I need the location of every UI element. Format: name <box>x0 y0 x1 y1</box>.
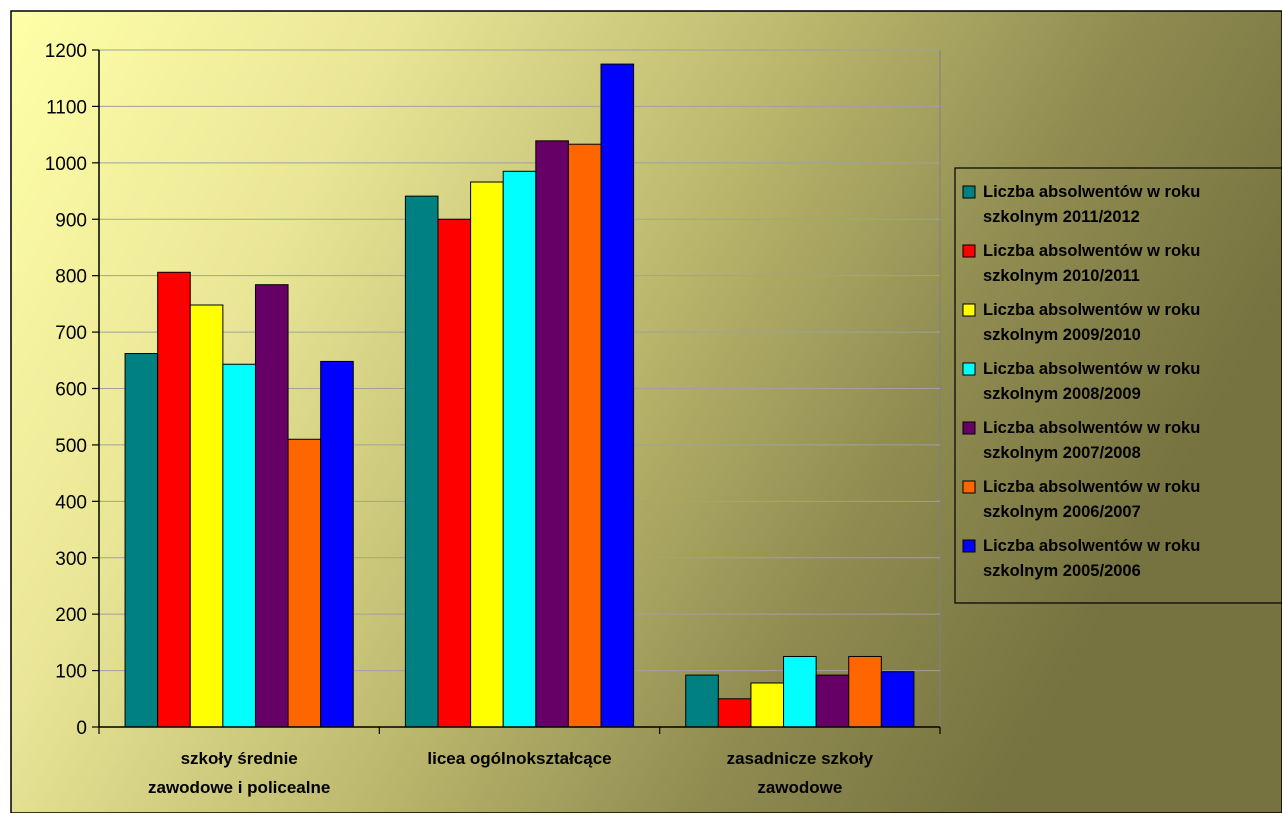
bar <box>222 363 256 728</box>
legend-entry-label: szkolnym 2005/2006 <box>983 562 1141 580</box>
x-category-label: zawodowe <box>757 778 842 797</box>
bar <box>783 655 817 728</box>
legend-border <box>954 167 1282 604</box>
legend-entry-label: Liczba absolwentów w roku <box>983 478 1200 496</box>
y-tick-label: 500 <box>55 436 87 457</box>
bar <box>750 682 785 728</box>
bar <box>502 170 537 728</box>
bar <box>437 218 472 728</box>
legend-swatch <box>962 244 976 258</box>
legend-swatch <box>962 539 976 553</box>
legend-entry-label: Liczba absolwentów w roku <box>983 183 1200 201</box>
bar <box>535 140 569 728</box>
legend-entry-label: szkolnym 2006/2007 <box>983 503 1141 521</box>
y-tick-label: 100 <box>55 662 87 683</box>
bar <box>815 674 850 728</box>
legend-entry-label: Liczba absolwentów w roku <box>983 242 1200 260</box>
y-tick-label: 1100 <box>46 97 87 118</box>
y-tick-label: 400 <box>55 492 87 513</box>
bar <box>717 698 752 728</box>
y-axis-tick-labels: 0 100 200 300 400 500 600 700 800 900 1000 1100 1200 <box>45 41 87 739</box>
bar <box>320 360 354 728</box>
x-axis-category-labels: szkoły średnie zawodowe i policealne licea… <box>148 749 874 797</box>
bar <box>470 181 504 728</box>
legend-swatch <box>962 303 976 317</box>
axes <box>92 49 941 734</box>
bar <box>685 674 719 728</box>
y-tick-label: 900 <box>55 210 87 231</box>
legend-entry-label: szkolnym 2009/2010 <box>983 326 1141 344</box>
legend-entry-label: szkolnym 2010/2011 <box>983 267 1140 285</box>
x-category-label: zawodowe i policealne <box>148 778 330 797</box>
bar <box>189 304 224 728</box>
bar <box>567 143 602 728</box>
bar <box>880 671 915 728</box>
bar <box>124 353 159 728</box>
bars <box>124 63 915 728</box>
x-category-label: zasadnicze szkoły <box>727 749 874 768</box>
legend-entry-label: Liczba absolwentów w roku <box>983 419 1200 437</box>
bar <box>157 271 191 728</box>
y-tick-label: 1000 <box>45 154 87 175</box>
y-tick-label: 700 <box>55 323 87 344</box>
y-tick-label: 200 <box>55 605 87 626</box>
legend-entry-label: Liczba absolwentów w roku <box>983 301 1200 319</box>
legend-swatch <box>962 362 976 376</box>
bar <box>848 655 882 728</box>
legend-swatch <box>962 421 976 435</box>
bar <box>287 438 322 728</box>
legend: Liczba absolwentów w roku szkolnym 2011/2… <box>954 167 1282 604</box>
legend-entry-label: Liczba absolwentów w roku <box>983 537 1200 555</box>
x-category-label: licea ogólnokształcące <box>427 749 611 768</box>
legend-entry-label: szkolnym 2011/2012 <box>983 208 1140 226</box>
y-tick-label: 600 <box>55 380 87 401</box>
bar <box>600 63 635 728</box>
legend-entry-label: szkolnym 2008/2009 <box>983 385 1141 403</box>
legend-swatch <box>962 480 976 494</box>
y-tick-label: 300 <box>55 549 87 570</box>
legend-swatch <box>962 185 976 199</box>
legend-entry-label: Liczba absolwentów w roku <box>983 360 1200 378</box>
bar <box>254 284 289 728</box>
y-tick-label: 0 <box>76 718 87 739</box>
legend-entry-label: szkolnym 2007/2008 <box>983 444 1141 462</box>
y-tick-label: 800 <box>55 267 87 288</box>
bar <box>404 195 439 728</box>
x-category-label: szkoły średnie <box>181 749 298 768</box>
y-tick-label: 1200 <box>45 41 87 62</box>
